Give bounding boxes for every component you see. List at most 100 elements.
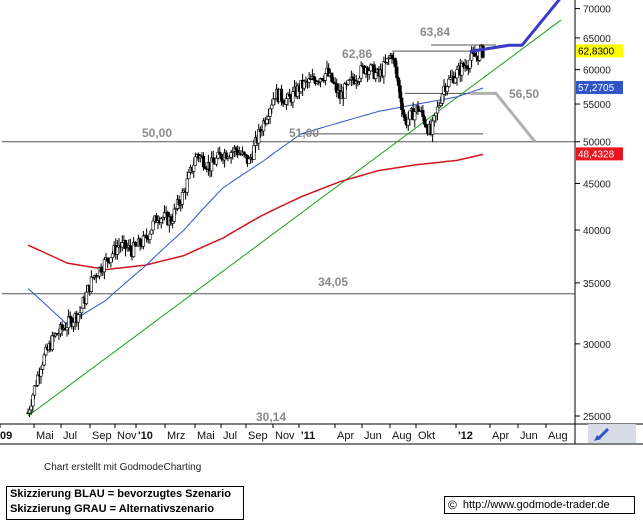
candle-body xyxy=(133,241,137,246)
candle-body xyxy=(89,276,93,292)
candle-body xyxy=(460,63,464,76)
candle-body xyxy=(224,152,228,159)
candle-body xyxy=(323,73,327,81)
y-tick-label: 70000 xyxy=(583,5,611,16)
y-tick-label: 25000 xyxy=(583,412,611,423)
source-url[interactable]: http://www.godmode-trader.de xyxy=(462,499,610,511)
candle-body xyxy=(465,65,469,69)
y-tick-label: 50000 xyxy=(583,138,611,149)
candle-body xyxy=(115,246,119,255)
source-url-box[interactable]: © http://www.godmode-trader.de xyxy=(444,496,635,514)
candle-body xyxy=(431,120,435,135)
candle-body xyxy=(141,235,145,247)
candle-body xyxy=(242,151,246,155)
candle-body xyxy=(41,364,45,370)
candle-body xyxy=(400,97,404,110)
candle-body xyxy=(29,405,33,411)
candle-body xyxy=(403,114,407,122)
candle-body xyxy=(351,76,355,81)
candle-body xyxy=(50,334,54,351)
y-tick-label: 55000 xyxy=(583,100,611,111)
candle-body xyxy=(71,321,76,327)
candle-body xyxy=(252,145,256,160)
chart-credit: Chart erstellt mit GodmodeCharting xyxy=(44,462,202,473)
candle-body xyxy=(234,147,238,151)
candle-body xyxy=(435,106,440,114)
trendline-group xyxy=(27,19,562,417)
level-annotation: 62,86 xyxy=(342,47,372,61)
candle-body xyxy=(481,45,485,58)
x-axis: 09 Mai Jul Sep Nov '10 Mrz Mai Jul Sep Nov '11 Apr Ju… xyxy=(0,423,643,445)
x-tick-label: Aug xyxy=(548,430,568,442)
candle-body xyxy=(408,110,412,120)
x-tick-label: Nov xyxy=(117,430,137,442)
candle-body xyxy=(102,259,106,273)
scenario-legend: Skizzierung BLAU = bevorzugtes Szenario … xyxy=(6,486,244,520)
candle-body xyxy=(440,93,444,104)
scenario-gray xyxy=(470,91,537,143)
candle-body xyxy=(359,65,363,79)
candle-body xyxy=(273,98,277,100)
legend-blue: Skizzierung BLAU = bevorzugtes Szenario xyxy=(10,488,231,500)
candle-body xyxy=(39,369,43,377)
candle-body xyxy=(284,98,288,105)
x-tick-label: '11 xyxy=(301,430,315,442)
candle-body xyxy=(229,152,233,158)
ma-blue-line xyxy=(27,87,484,326)
level-annotation: 30,14 xyxy=(256,410,286,424)
y-axis: 70000 65000 60000 55000 50000 45000 40000 35000… xyxy=(574,0,643,444)
y-tick-label: 60000 xyxy=(583,66,611,77)
candle-body xyxy=(395,66,399,79)
candle-body xyxy=(187,172,191,180)
price-badge-label: 62,8300 xyxy=(578,46,615,57)
price-badge-label: 48,4328 xyxy=(578,149,615,160)
candle-body xyxy=(447,78,451,87)
candle-body xyxy=(413,111,417,121)
candle-body xyxy=(84,291,89,304)
level-annotation: 34,05 xyxy=(318,275,348,289)
x-tick-label: Mai xyxy=(36,430,54,442)
candle-body xyxy=(138,238,142,246)
pencil-icon[interactable] xyxy=(588,424,636,443)
candle-body xyxy=(470,52,474,61)
drawing-tool[interactable] xyxy=(588,424,636,443)
price-badge-label: 57,2705 xyxy=(578,83,615,94)
x-tick-label: Sep xyxy=(248,430,268,442)
candle-body xyxy=(247,158,251,164)
candle-body xyxy=(185,178,189,193)
x-tick-label: Okt xyxy=(418,430,435,442)
candle-body xyxy=(159,218,163,223)
candle-body xyxy=(455,69,459,79)
candle-body xyxy=(432,115,436,122)
candle-body xyxy=(32,385,37,396)
candle-body xyxy=(193,156,197,166)
candle-body xyxy=(396,77,401,86)
candle-body xyxy=(401,109,405,115)
level-annotation: 50,00 xyxy=(142,126,172,140)
candle-body xyxy=(424,123,428,128)
candle-body xyxy=(268,108,272,117)
candle-body xyxy=(132,241,136,257)
ma-red-line xyxy=(27,153,484,271)
candle-body xyxy=(346,79,350,85)
y-axis-bg xyxy=(575,0,643,424)
candle-body xyxy=(421,110,425,117)
level-annotation: 51,00 xyxy=(289,126,319,140)
y-tick-label: 35000 xyxy=(583,279,611,290)
candle-body xyxy=(80,307,84,314)
candle-body xyxy=(151,220,155,231)
candles xyxy=(26,44,485,418)
candle-body xyxy=(374,72,378,79)
candle-body xyxy=(120,242,124,248)
x-tick-label: 09 xyxy=(0,430,12,442)
candle-body xyxy=(343,83,347,99)
price-badge xyxy=(576,81,623,95)
candle-body xyxy=(145,235,149,239)
y-tick-label: 65000 xyxy=(583,34,611,45)
level-annotation: 56,50 xyxy=(509,87,539,101)
candle-body xyxy=(244,153,248,156)
candle-body xyxy=(110,253,115,258)
candle-body xyxy=(106,257,110,262)
candle-body xyxy=(390,54,394,59)
candle-body xyxy=(219,154,223,160)
